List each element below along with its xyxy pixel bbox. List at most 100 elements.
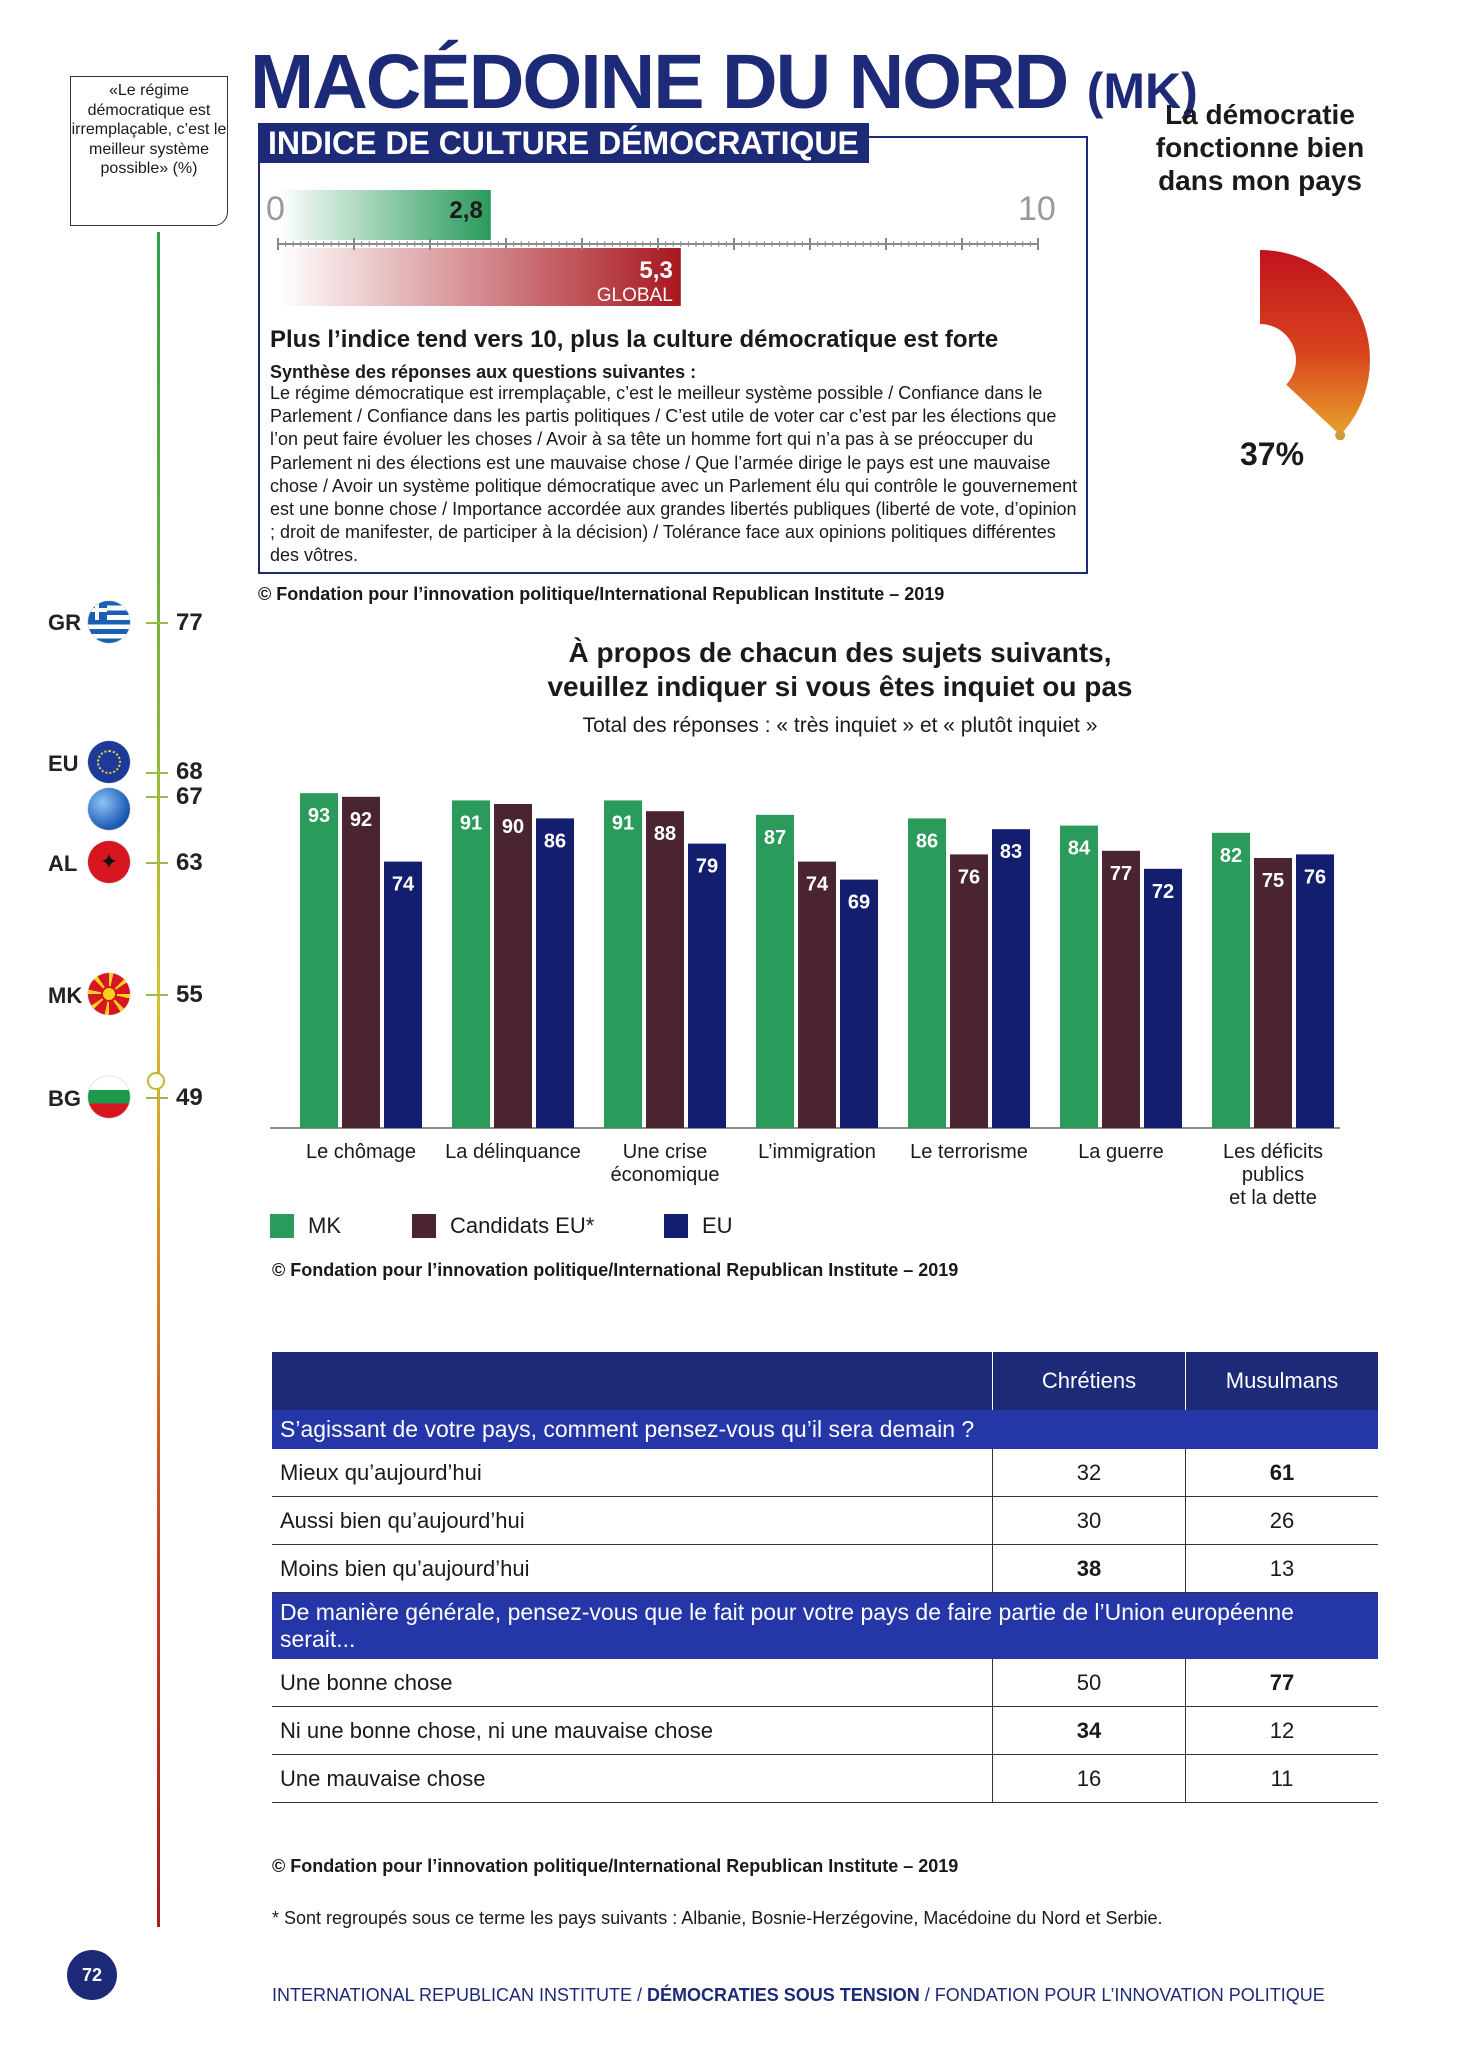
country-code: (MK) — [1086, 63, 1198, 119]
bar-mk-1 — [452, 800, 490, 1128]
bar-value-label: 74 — [392, 874, 415, 896]
bar-value-label: 79 — [696, 856, 718, 878]
democracy-works-value: 37% — [1240, 436, 1305, 472]
bar-eu-2 — [688, 843, 726, 1128]
bar-candidats-eu--6 — [1254, 858, 1292, 1128]
table-copyright: © Fondation pour l’innovation politique/… — [272, 1856, 959, 1876]
category-label: L’immigration — [758, 1141, 876, 1163]
footnote: * Sont regroupés sous ce terme les pays … — [272, 1908, 1163, 1928]
bar-value-label: 74 — [806, 874, 829, 896]
country-value-global: 67 — [176, 783, 203, 810]
table-header-musulmans: Musulmans — [1185, 1352, 1378, 1410]
table-row: Ni une bonne chose, ni une mauvaise chos… — [272, 1706, 1378, 1755]
table-row: Aussi bien qu’aujourd’hui 30 26 — [272, 1496, 1378, 1545]
bar-mk-2 — [604, 800, 642, 1128]
index-banner: INDICE DE CULTURE DÉMOCRATIQUE — [258, 123, 869, 163]
table-row: Une mauvaise chose 16 11 — [272, 1754, 1378, 1803]
democracy-irreplaceable-label: «Le régime démocratique est irremplaçabl… — [70, 76, 228, 226]
synthesis-text: Le régime démocratique est irremplaçable… — [270, 383, 1078, 566]
country-value-mk: 55 — [176, 981, 203, 1008]
bar-value-label: 90 — [502, 816, 524, 838]
gauge-end-dot — [1335, 430, 1346, 440]
index-description: Plus l’indice tend vers 10, plus la cult… — [270, 326, 999, 353]
bar-value-label: 88 — [654, 823, 676, 845]
row-label: Moins bien qu’aujourd’hui — [272, 1544, 993, 1593]
bar-value-label: 76 — [1304, 866, 1326, 888]
country-code-mk: MK — [48, 983, 83, 1008]
scale-tick — [146, 862, 168, 864]
democratic-culture-index-box: 0 10 2,8 5,3 GLOBAL Plus l’indice tend v… — [258, 136, 1088, 574]
bar-value-label: 77 — [1110, 863, 1132, 885]
table-row: Mieux qu’aujourd’hui 32 61 — [272, 1449, 1378, 1497]
bar-mk-6 — [1212, 832, 1250, 1128]
page-footer: INTERNATIONAL REPUBLICAN INSTITUTE / DÉM… — [272, 1985, 1325, 2006]
chart-title-line-1: À propos de chacun des sujets suivants, — [568, 637, 1112, 668]
bar-value-label: 91 — [612, 812, 634, 834]
eu-flag — [88, 741, 130, 783]
legend-swatch-mk — [270, 1214, 294, 1238]
bar-eu-0 — [384, 861, 422, 1128]
country-value-eu: 68 — [176, 758, 203, 785]
index-axis-ticks — [277, 238, 1039, 250]
value-musulmans: 77 — [1185, 1659, 1378, 1707]
value-chretiens: 16 — [992, 1754, 1186, 1803]
category-label: La guerre — [1078, 1141, 1164, 1163]
legend-label-candidates: Candidats EU* — [450, 1213, 595, 1238]
bar-mk-3 — [756, 814, 794, 1128]
row-label: Aussi bien qu’aujourd’hui — [272, 1496, 993, 1545]
bar-candidats-eu--3 — [798, 861, 836, 1128]
bar-value-label: 84 — [1068, 838, 1091, 860]
index-scale-max: 10 — [1018, 190, 1056, 228]
bar-mk-0 — [300, 793, 338, 1128]
bar-value-label: 69 — [848, 892, 870, 914]
synthesis-title: Synthèse des réponses aux questions suiv… — [270, 362, 697, 382]
bar-candidats-eu--2 — [646, 811, 684, 1128]
country-value-al: 63 — [176, 849, 203, 876]
chart-subtitle: Total des réponses : « très inquiet » et… — [582, 714, 1098, 737]
bar-eu-5 — [1144, 868, 1182, 1128]
table-header-row: Chrétiens Musulmans — [272, 1352, 1378, 1410]
bulgaria-flag — [88, 1076, 130, 1118]
chart-title: À propos de chacun des sujets suivants, … — [400, 636, 1280, 704]
index-scale-graphic: 0 10 2,8 5,3 GLOBAL — [266, 190, 1056, 306]
greece-flag — [88, 601, 130, 643]
value-chretiens: 34 — [992, 1706, 1186, 1755]
country-value-gr: 77 — [176, 609, 203, 636]
scale-tick — [146, 622, 168, 624]
row-label: Mieux qu’aujourd’hui — [272, 1449, 993, 1497]
country-index-value: 2,8 — [449, 197, 482, 224]
scale-marker — [147, 1072, 165, 1090]
global-index-label: GLOBAL — [597, 285, 673, 306]
bar-value-label: 76 — [958, 866, 980, 888]
legend-label-mk: MK — [308, 1213, 341, 1238]
bar-eu-6 — [1296, 854, 1334, 1128]
democracy-works-wedge — [1260, 250, 1370, 436]
chart-copyright: © Fondation pour l’innovation politique/… — [272, 1260, 959, 1280]
scale-tick — [146, 1097, 168, 1099]
bar-value-label: 87 — [764, 827, 786, 849]
bar-value-label: 83 — [1000, 841, 1022, 863]
bar-value-label: 92 — [350, 809, 372, 831]
scale-tick — [146, 994, 168, 996]
table-row: Une bonne chose 50 77 — [272, 1659, 1378, 1707]
bar-value-label: 86 — [916, 830, 938, 852]
value-chretiens: 38 — [992, 1544, 1186, 1593]
albania-flag: ✦ — [88, 841, 130, 883]
table-row: Moins bien qu’aujourd’hui 38 13 — [272, 1544, 1378, 1593]
bar-eu-1 — [536, 818, 574, 1128]
bar-value-label: 93 — [308, 805, 330, 827]
bar-mk-4 — [908, 818, 946, 1128]
country-code-al: AL — [48, 851, 78, 876]
row-label: Une mauvaise chose — [272, 1754, 993, 1803]
scale-tick — [146, 772, 168, 774]
country-index-bar — [278, 190, 491, 240]
legend-label-eu: EU — [702, 1213, 733, 1238]
row-label: Une bonne chose — [272, 1659, 993, 1707]
value-musulmans: 11 — [1185, 1754, 1378, 1803]
bar-value-label: 82 — [1220, 845, 1242, 867]
question-row: S’agissant de votre pays, comment pensez… — [272, 1410, 1378, 1449]
bar-eu-3 — [840, 879, 878, 1128]
religion-table: Chrétiens Musulmans S’agissant de votre … — [272, 1352, 1378, 1803]
bar-candidats-eu--5 — [1102, 850, 1140, 1128]
row-label: Ni une bonne chose, ni une mauvaise chos… — [272, 1706, 993, 1755]
